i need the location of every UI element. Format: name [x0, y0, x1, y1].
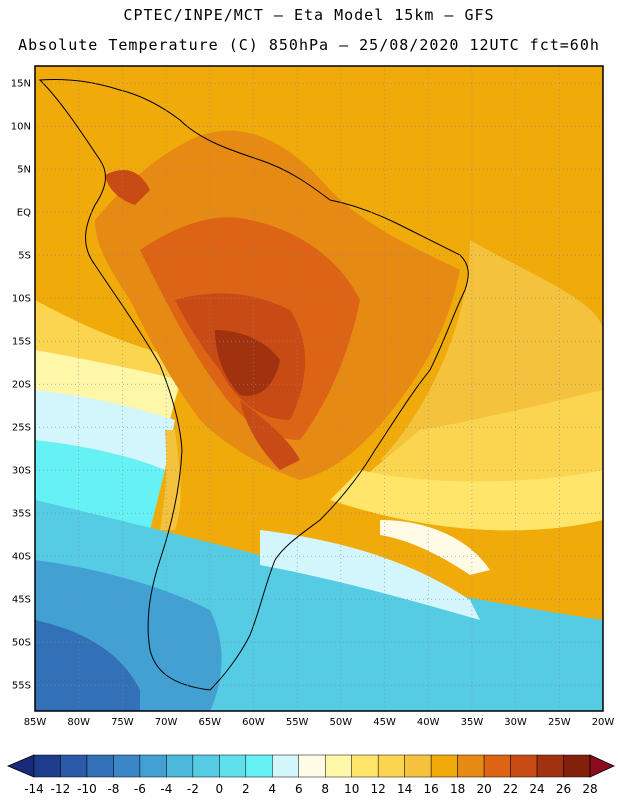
colorbar-swatch [536, 754, 564, 778]
colorbar-swatch [563, 754, 591, 778]
lat-label: 15S [12, 337, 31, 348]
colorbar-swatch [192, 754, 220, 778]
colorbar-label: 12 [371, 782, 386, 796]
colorbar-label: -4 [160, 782, 172, 796]
colorbar-swatch [139, 754, 167, 778]
lat-label: 55S [12, 681, 31, 692]
colorbar-label: 28 [582, 782, 597, 796]
lat-label: 5N [17, 165, 31, 176]
lat-label: 15N [11, 79, 31, 90]
colorbar-label: 18 [450, 782, 465, 796]
colorbar-swatch [351, 754, 379, 778]
colorbar-swatch [483, 754, 511, 778]
lat-label: 10N [11, 122, 31, 133]
lat-label: 25S [12, 423, 31, 434]
lon-label: 35W [461, 717, 484, 728]
map-frame [34, 65, 604, 712]
lon-label: 20W [592, 717, 615, 728]
colorbar-swatch [377, 754, 405, 778]
lon-label: 30W [504, 717, 527, 728]
colorbar-swatch [430, 754, 458, 778]
colorbar-swatch [298, 754, 326, 778]
colorbar-label: -10 [77, 782, 97, 796]
lat-label: 10S [12, 294, 31, 305]
colorbar-swatch [113, 754, 141, 778]
colorbar-label: 20 [476, 782, 491, 796]
lat-label: 30S [12, 466, 31, 477]
lon-label: 45W [373, 717, 396, 728]
colorbar-label: 6 [295, 782, 303, 796]
lat-label: EQ [17, 208, 31, 219]
longitude-labels: 85W 80W 75W 70W 65W 60W 55W 50W 45W 40W 35W 30W 25W 2… [24, 717, 615, 728]
lat-label: 45S [12, 595, 31, 606]
colorbar-swatch [324, 754, 352, 778]
colorbar-label: 14 [397, 782, 412, 796]
colorbar-swatch [219, 754, 247, 778]
lon-label: 75W [111, 717, 134, 728]
colorbar-swatch [272, 754, 300, 778]
lon-label: 50W [330, 717, 353, 728]
lon-label: 65W [198, 717, 221, 728]
lon-label: 25W [548, 717, 571, 728]
colorbar-swatch [404, 754, 432, 778]
temperature-field [35, 66, 603, 711]
colorbar-over-arrow [589, 754, 615, 778]
lon-label: 85W [24, 717, 47, 728]
colorbar-swatch [166, 754, 194, 778]
colorbar-label: -12 [51, 782, 71, 796]
lon-label: 60W [242, 717, 265, 728]
lat-label: 40S [12, 552, 31, 563]
colorbar-label: -8 [107, 782, 119, 796]
colorbar-swatch [86, 754, 114, 778]
map-subtitle: Absolute Temperature (C) 850hPa — 25/08/… [18, 36, 600, 54]
colorbar-swatch [510, 754, 538, 778]
colorbar-swatch [457, 754, 485, 778]
map-title: CPTEC/INPE/MCT — Eta Model 15km — GFS [123, 6, 495, 24]
colorbar-label: 24 [529, 782, 544, 796]
colorbar-label: -6 [134, 782, 146, 796]
colorbar-label: 10 [344, 782, 359, 796]
colorbar-label: -14 [24, 782, 44, 796]
lat-label: 35S [12, 509, 31, 520]
colorbar-under-arrow [6, 754, 35, 778]
colorbar-label: 22 [503, 782, 518, 796]
lat-label: 5S [18, 251, 31, 262]
lat-label: 50S [12, 638, 31, 649]
colorbar-swatch [245, 754, 273, 778]
colorbar: -14 -12 -10 -8 -6 -4 -2 0 2 4 6 8 10 12 14 16 18 20 22 24 26… [6, 754, 615, 796]
lon-label: 40W [417, 717, 440, 728]
lon-label: 70W [155, 717, 178, 728]
colorbar-label: 8 [321, 782, 329, 796]
coastline [38, 79, 469, 691]
colorbar-swatch [33, 754, 61, 778]
colorbar-label: 0 [216, 782, 224, 796]
colorbar-label: 2 [242, 782, 250, 796]
lon-label: 55W [286, 717, 309, 728]
lon-label: 80W [67, 717, 90, 728]
colorbar-label: 16 [424, 782, 439, 796]
graticule [34, 66, 604, 711]
latitude-labels: 15N 10N 5N EQ 5S 10S 15S 20S 25S 30S 35S 40S 45S 50S 5… [11, 79, 31, 692]
colorbar-swatch [60, 754, 88, 778]
colorbar-label: 26 [556, 782, 571, 796]
colorbar-label: -2 [187, 782, 199, 796]
colorbar-label: 4 [268, 782, 276, 796]
lat-label: 20S [12, 380, 31, 391]
